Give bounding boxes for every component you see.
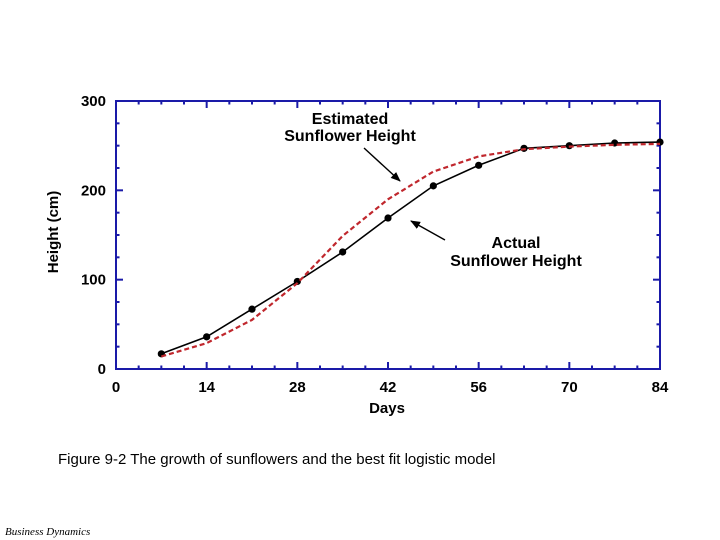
estimated-annotation-line: Estimated xyxy=(312,111,388,128)
estimated-series-line xyxy=(160,142,661,358)
tick-labels: 0 14 28 42 56 70 84 0 100 200 300 xyxy=(81,93,669,396)
x-tick-label: 70 xyxy=(561,379,578,396)
footer-text: Business Dynamics xyxy=(5,526,91,538)
series xyxy=(157,138,664,358)
x-axis-title: Days xyxy=(369,400,405,417)
y-tick-label: 300 xyxy=(81,93,106,110)
actual-data-point xyxy=(475,161,483,169)
estimated-annotation-arrow xyxy=(363,147,401,182)
actual-annotation-line: Actual xyxy=(492,235,541,252)
actual-data-point xyxy=(384,214,392,222)
actual-series-line xyxy=(161,141,661,355)
axis-ticks xyxy=(115,100,661,370)
actual-annotation-line: Sunflower Height xyxy=(450,253,582,270)
actual-data-point xyxy=(248,305,256,313)
y-tick-label: 0 xyxy=(98,361,106,378)
actual-data-point xyxy=(429,182,437,190)
actual-annotation-arrow xyxy=(410,220,446,241)
y-tick-label: 200 xyxy=(81,182,106,199)
estimated-annotation-line: Sunflower Height xyxy=(284,128,416,145)
x-tick-label: 56 xyxy=(470,379,487,396)
x-tick-label: 14 xyxy=(198,379,215,396)
x-tick-label: 0 xyxy=(112,379,120,396)
x-tick-label: 84 xyxy=(652,379,669,396)
actual-data-point xyxy=(339,248,347,256)
figure-caption: Figure 9-2 The growth of sunflowers and … xyxy=(58,451,496,468)
x-tick-label: 28 xyxy=(289,379,306,396)
x-tick-label: 42 xyxy=(380,379,397,396)
actual-data-point xyxy=(203,333,211,341)
y-axis-title: Height (cm) xyxy=(45,191,62,274)
y-tick-label: 100 xyxy=(81,272,106,289)
